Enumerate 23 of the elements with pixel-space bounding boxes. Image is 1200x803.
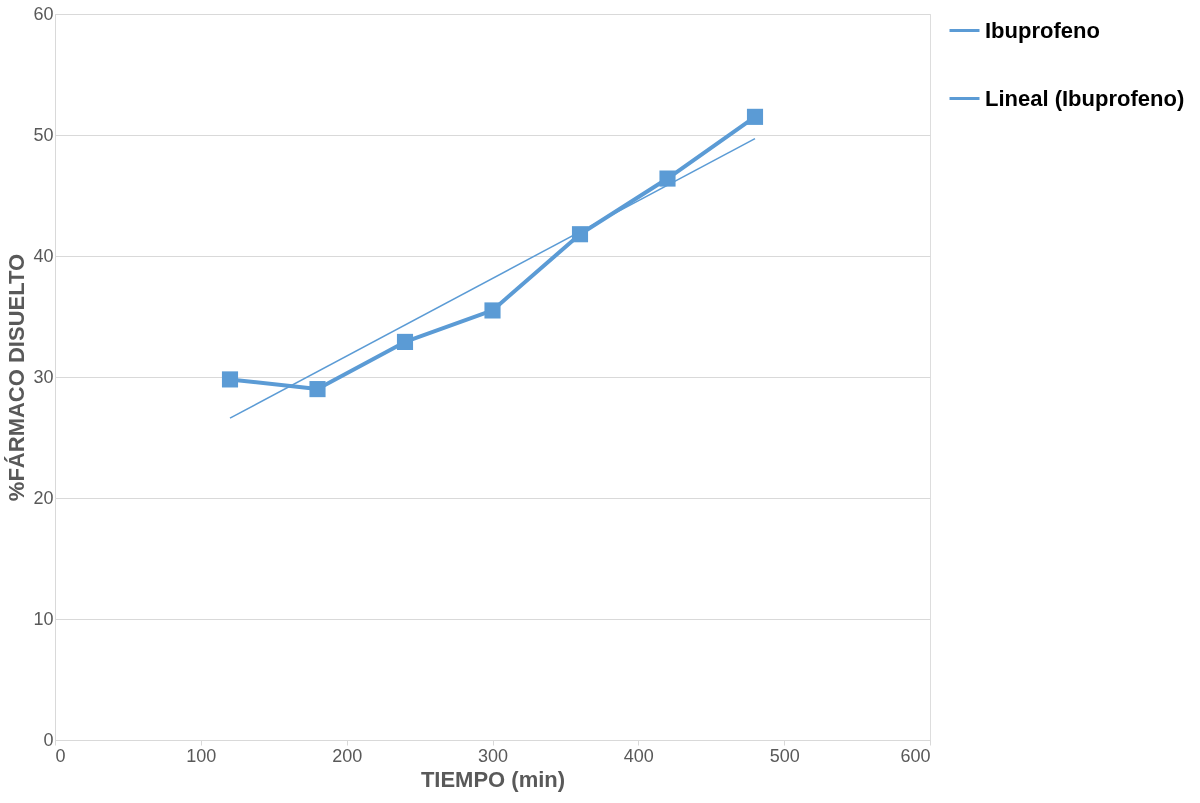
point bbox=[746, 108, 764, 125]
point bbox=[659, 170, 676, 187]
x-tick-label: 500 bbox=[769, 745, 800, 766]
x-tick-label: 600 bbox=[900, 745, 931, 766]
y-tick-label: 10 bbox=[33, 608, 54, 629]
x-tick-label: 200 bbox=[332, 745, 363, 766]
point bbox=[484, 302, 501, 319]
y-tick-label: 0 bbox=[43, 729, 54, 750]
x-tick-label: 100 bbox=[186, 745, 217, 766]
x-tick-label: 400 bbox=[623, 745, 654, 766]
legend-label: Ibuprofeno bbox=[985, 17, 1100, 43]
x-tick-label: 300 bbox=[477, 745, 509, 766]
legend-label: Lineal (Ibuprofeno) bbox=[985, 85, 1185, 111]
y-tick-label: 40 bbox=[33, 245, 54, 266]
y-tick-label: 20 bbox=[33, 487, 54, 508]
point bbox=[309, 381, 326, 398]
y-axis-title: %FÁRMACO DISUELTO bbox=[4, 253, 30, 502]
y-tick-label: 50 bbox=[33, 124, 54, 145]
y-tick-label: 30 bbox=[33, 366, 54, 387]
x-axis-title: TIEMPO (min) bbox=[420, 766, 566, 792]
y-tick-label: 60 bbox=[33, 3, 54, 24]
point bbox=[221, 371, 239, 388]
point bbox=[396, 333, 414, 350]
